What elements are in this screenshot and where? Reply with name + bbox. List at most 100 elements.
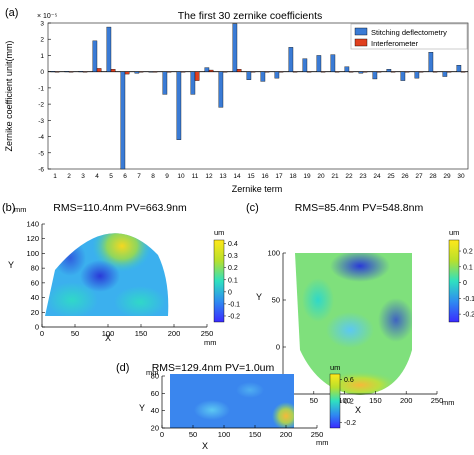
colorbar-tick-label: -0.1 <box>228 301 240 308</box>
legend-box <box>350 23 468 50</box>
bar-stitching-27 <box>414 71 420 79</box>
bar-stitching-29 <box>442 71 448 77</box>
bar-stitching-20 <box>316 55 322 72</box>
x-tick-label: 20 <box>317 173 325 180</box>
x-tick-label: 23 <box>359 173 367 180</box>
bar-stitching-1 <box>50 71 56 73</box>
bar-stitching-6 <box>120 71 126 170</box>
x-tick-label: 0 <box>160 430 164 439</box>
legend-label-stitching: Stitching deflectometry <box>371 28 447 37</box>
bar-interferometer-21 <box>334 71 340 73</box>
x-tick-label: 250 <box>431 396 444 405</box>
bar-stitching-25 <box>386 69 392 72</box>
colorbar-tick-label: 0.6 <box>344 377 354 384</box>
bar-interferometer-22 <box>348 71 354 73</box>
bar-interferometer-24 <box>376 71 382 73</box>
bar-stitching-26 <box>400 71 406 81</box>
x-tick-label: 3 <box>81 173 85 180</box>
heatmap-d-yunit: mm <box>146 368 159 377</box>
heatmap-b-yunit: mm <box>14 205 27 214</box>
heatmap-d-xunit: mm <box>316 438 329 447</box>
bar-stitching-23 <box>358 71 364 74</box>
colorbar-c <box>448 239 460 323</box>
x-tick-label: 7 <box>137 173 141 180</box>
y-tick-label: 0 <box>40 69 44 76</box>
panel-label-c: (c) <box>246 202 259 214</box>
colorbar-c-label: um <box>449 228 459 237</box>
x-tick-label: 11 <box>192 173 199 180</box>
y-tick-label: 20 <box>151 424 159 433</box>
x-tick-label: 18 <box>289 173 297 180</box>
legend: Stitching deflectometry Interferometer <box>350 23 468 50</box>
x-tick-label: 17 <box>275 173 283 180</box>
heatmap-c-xunit: mm <box>442 398 455 407</box>
chart-title: The first 30 zernike coefficients <box>178 10 323 22</box>
panel-label-a: (a) <box>5 7 18 19</box>
x-tick-label: 8 <box>151 173 155 180</box>
x-tick-label: 10 <box>177 173 185 180</box>
x-tick-label: 15 <box>247 173 255 180</box>
x-tick-label: 22 <box>345 173 353 180</box>
colorbar-tick-label: 0.4 <box>228 241 238 248</box>
bar-stitching-2 <box>64 71 70 73</box>
colorbar-tick-label: 0 <box>463 280 467 287</box>
bar-stitching-21 <box>330 54 336 72</box>
bar-interferometer-2 <box>68 71 74 73</box>
bar-interferometer-7 <box>138 71 144 73</box>
bar-stitching-30 <box>456 65 462 72</box>
y-tick-label: 80 <box>31 264 39 273</box>
y-tick-label: -2 <box>38 102 44 109</box>
bar-interferometer-9 <box>166 71 172 73</box>
x-tick-label: 5 <box>109 173 113 180</box>
colorbar-tick-label: -0.2 <box>463 312 474 319</box>
colorbar-tick-label: 0.2 <box>344 399 354 406</box>
heatmap-b-xlabel: X <box>105 333 111 343</box>
x-tick-label: 150 <box>249 430 262 439</box>
y-tick-label: 0 <box>35 323 39 332</box>
bar-interferometer-11 <box>194 71 200 81</box>
bar-stitching-7 <box>134 71 140 74</box>
bar-interferometer-8 <box>152 71 158 73</box>
bar-stitching-12 <box>204 67 210 72</box>
y-tick-label: -5 <box>38 150 44 157</box>
bar-stitching-24 <box>372 71 378 80</box>
bar-interferometer-29 <box>446 71 452 73</box>
bar-interferometer-15 <box>250 71 256 73</box>
y-tick-label: 40 <box>31 293 39 302</box>
x-tick-label: 29 <box>443 173 451 180</box>
bar-stitching-28 <box>428 52 434 72</box>
x-tick-label: 16 <box>261 173 269 180</box>
bar-stitching-3 <box>78 71 84 73</box>
x-tick-label: 13 <box>219 173 227 180</box>
heatmap-b-axes: 0 50 100 150 200 250 0 20 40 60 80 100 120 140 <box>26 220 213 339</box>
bar-interferometer-16 <box>264 71 270 73</box>
x-tick-label: 250 <box>201 329 214 338</box>
x-tick-label: 0 <box>40 329 44 338</box>
panel-label-d: (d) <box>116 362 129 374</box>
y-exponent: × 10⁻⁵ <box>37 13 58 20</box>
x-tick-label: 27 <box>415 173 423 180</box>
x-tick-label: 14 <box>233 173 241 180</box>
bar-interferometer-25 <box>390 71 396 73</box>
bar-interferometer-26 <box>404 71 410 73</box>
bar-interferometer-13 <box>222 71 228 73</box>
bar-stitching-16 <box>260 71 266 82</box>
colorbar-d <box>329 373 341 429</box>
bar-stitching-11 <box>190 71 196 95</box>
heatmap-c-title: RMS=85.4nm PV=548.8nm <box>295 202 424 214</box>
x-tick-label: 250 <box>311 430 324 439</box>
x-tick-label: 19 <box>303 173 311 180</box>
colorbar-tick-label: -0.2 <box>228 313 240 320</box>
bar-stitching-4 <box>92 40 98 72</box>
y-tick-label: 2 <box>40 37 44 44</box>
bar-stitching-5 <box>106 26 112 72</box>
bar-interferometer-5 <box>110 69 116 72</box>
bar-interferometer-3 <box>82 71 88 73</box>
x-tick-label: 50 <box>71 329 79 338</box>
heatmap-c-ylabel: Y <box>256 292 262 302</box>
x-tick-label: 100 <box>102 329 115 338</box>
bar-interferometer-18 <box>292 71 298 73</box>
colorbar-tick-label: 0.1 <box>463 264 473 271</box>
bar-interferometer-27 <box>418 71 424 73</box>
